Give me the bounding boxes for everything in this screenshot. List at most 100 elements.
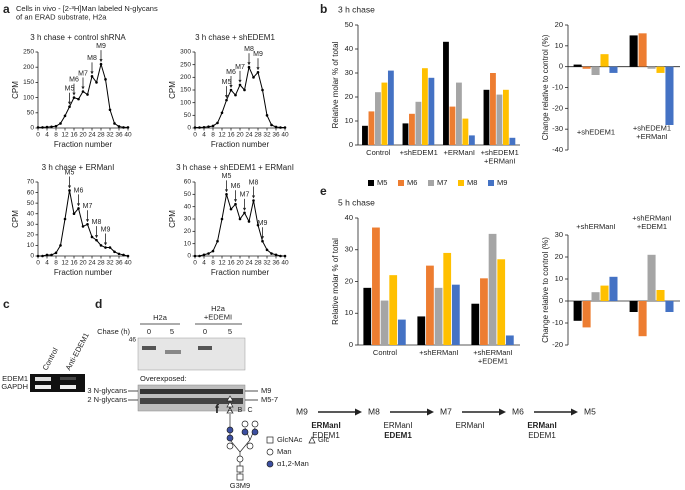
x-tick-label: +shEDEM1 <box>577 127 615 136</box>
x-tick-label: 36 <box>115 132 123 139</box>
point <box>207 125 210 129</box>
legend-label: α1,2-Man <box>277 459 309 468</box>
band <box>35 385 51 389</box>
branch-label: C <box>247 407 252 414</box>
x-tick-label: 12 <box>218 132 226 139</box>
enzyme-label: EDEM1 <box>312 431 340 440</box>
point <box>247 65 251 69</box>
point <box>229 88 233 92</box>
enzyme-label: ERManI <box>456 421 485 430</box>
band-label: M5-7 <box>261 395 278 404</box>
x-tick-label: 0 <box>193 260 197 267</box>
bar <box>647 66 656 69</box>
glycan <box>226 395 316 481</box>
y-tick-label: -20 <box>552 103 563 112</box>
arrow-head <box>260 236 265 240</box>
bar <box>582 66 591 69</box>
point <box>193 254 197 258</box>
point <box>99 62 103 66</box>
arrow-head <box>81 86 85 90</box>
bar <box>415 101 422 145</box>
y-axis-label: Relative molar % of total <box>331 41 340 128</box>
y-tick-label: 0 <box>30 253 34 260</box>
bar <box>665 66 674 125</box>
bar <box>502 89 509 145</box>
point <box>68 105 71 109</box>
arrow-head <box>499 408 506 416</box>
bar <box>387 70 394 145</box>
point <box>113 122 116 125</box>
point <box>274 253 278 257</box>
gel-c <box>30 374 85 392</box>
annotation-label: M9 <box>96 43 106 50</box>
x-axis-label: Fraction number <box>54 140 113 149</box>
bar <box>456 82 462 145</box>
legend-label: M8 <box>467 178 477 187</box>
x-tick-label: 36 <box>115 260 123 267</box>
y-tick-label: 50 <box>184 191 192 198</box>
x-tick-label: 36 <box>272 260 280 267</box>
y-tick-label: -10 <box>552 82 563 91</box>
y-tick-label: -30 <box>552 124 563 133</box>
point <box>45 253 49 257</box>
band-label: M9 <box>261 386 271 395</box>
x-axis-label: Fraction number <box>211 140 270 149</box>
x-tick-label: 40 <box>281 260 289 267</box>
y-tick-label: 0 <box>559 62 563 71</box>
arrow-head <box>238 79 242 83</box>
bar <box>451 284 460 345</box>
chart-title: 3 h chase + ERManI <box>42 163 115 172</box>
bar <box>483 89 490 145</box>
y-tick-label: 50 <box>27 200 35 207</box>
bar <box>362 125 368 145</box>
time-label: 0 <box>147 327 151 336</box>
step-label: M9 <box>296 406 308 416</box>
point <box>63 217 67 221</box>
x-tick-label: 32 <box>263 260 271 267</box>
band-label: 2 N-glycans <box>87 395 127 404</box>
time-label: 5 <box>170 327 174 336</box>
x-tick-label: 32 <box>106 132 114 139</box>
point <box>279 254 282 258</box>
x-tick-label: +shERManI <box>576 222 615 231</box>
panel-header: Cells in vivo - [2-³H]Man labeled N-glyc… <box>16 4 158 22</box>
point <box>211 124 215 128</box>
chase-label: Chase (h) <box>97 327 130 336</box>
point <box>63 114 67 118</box>
point <box>81 90 85 93</box>
arrow-head <box>242 207 247 211</box>
annotation-label: M8 <box>244 46 254 53</box>
point <box>243 211 246 215</box>
panel-label: a <box>3 2 10 16</box>
arrow-head <box>67 101 72 105</box>
point <box>279 126 282 129</box>
x-tick-label: 8 <box>211 260 215 267</box>
time-label: 0 <box>203 327 207 336</box>
gel-d1 <box>137 337 246 371</box>
point <box>54 251 58 255</box>
y-tick-label: 30 <box>555 230 563 239</box>
annotation-label: M9 <box>253 51 263 58</box>
y-tick-label: 150 <box>23 79 34 86</box>
band <box>60 377 76 380</box>
point <box>207 252 210 255</box>
x-tick-label: 20 <box>79 132 87 139</box>
point <box>238 217 242 221</box>
gel-group: H2a +EDEMI <box>204 304 232 322</box>
gel-column-label: Control <box>41 346 60 372</box>
y-tick-label: 20 <box>555 252 563 261</box>
bar <box>397 319 406 345</box>
bar <box>505 335 514 345</box>
x-tick-label: Control <box>373 348 398 357</box>
y-tick-label: 10 <box>555 41 563 50</box>
point <box>270 123 273 127</box>
y-tick-label: 30 <box>27 221 35 228</box>
point <box>274 125 278 129</box>
point <box>202 253 206 257</box>
point <box>90 235 94 239</box>
band <box>140 389 243 394</box>
point <box>99 244 103 247</box>
bar <box>389 275 398 345</box>
bar <box>381 82 388 145</box>
annotation-label: M5 <box>222 173 232 180</box>
